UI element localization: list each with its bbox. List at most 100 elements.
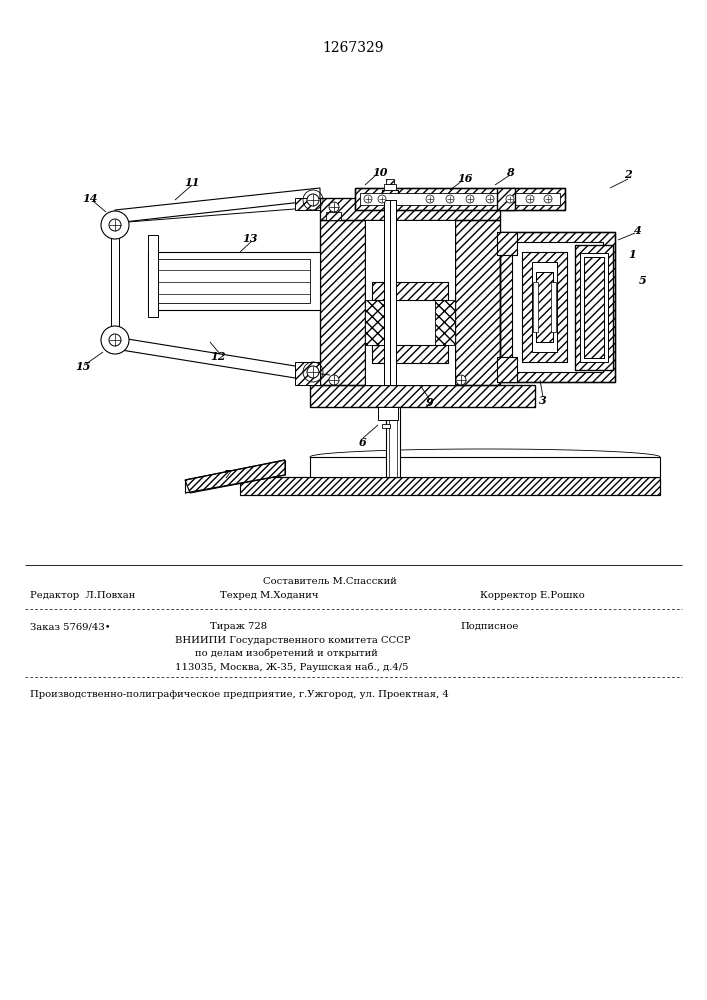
- Polygon shape: [115, 188, 320, 223]
- Circle shape: [364, 195, 372, 203]
- Bar: [326, 212, 341, 220]
- Bar: [584, 257, 604, 358]
- Text: Подписное: Подписное: [460, 622, 518, 631]
- Text: 7: 7: [224, 470, 232, 481]
- Bar: [533, 282, 538, 332]
- Circle shape: [544, 195, 552, 203]
- Polygon shape: [295, 198, 320, 210]
- Bar: [497, 188, 515, 210]
- Text: 9: 9: [426, 397, 434, 408]
- Bar: [551, 282, 556, 332]
- Circle shape: [101, 211, 129, 239]
- Bar: [512, 242, 603, 372]
- Polygon shape: [240, 477, 660, 495]
- Text: 10: 10: [373, 166, 387, 178]
- Bar: [455, 220, 500, 385]
- Bar: [310, 385, 535, 407]
- Text: 12: 12: [210, 352, 226, 362]
- Bar: [575, 245, 613, 370]
- Bar: [320, 220, 365, 385]
- Bar: [384, 200, 396, 385]
- Bar: [148, 259, 310, 303]
- Bar: [111, 225, 119, 340]
- Text: 5: 5: [639, 274, 647, 286]
- Text: по делам изобретений и открытий: по делам изобретений и открытий: [195, 649, 378, 658]
- Text: 6: 6: [359, 436, 367, 448]
- Text: 113035, Москва, Ж-35, Раушская наб., д.4/5: 113035, Москва, Ж-35, Раушская наб., д.4…: [175, 662, 409, 672]
- Bar: [372, 345, 448, 363]
- Bar: [372, 282, 448, 300]
- Circle shape: [307, 194, 319, 206]
- Bar: [497, 232, 517, 255]
- Circle shape: [426, 195, 434, 203]
- Bar: [372, 345, 448, 363]
- Text: Корректор Е.Рошко: Корректор Е.Рошко: [480, 591, 585, 600]
- Circle shape: [486, 195, 494, 203]
- Circle shape: [466, 195, 474, 203]
- Text: 1: 1: [628, 249, 636, 260]
- Bar: [382, 424, 390, 428]
- Text: 4: 4: [634, 225, 642, 235]
- Bar: [497, 188, 515, 210]
- Bar: [355, 188, 565, 210]
- Bar: [148, 252, 320, 310]
- Text: 11: 11: [185, 176, 200, 188]
- Text: 2: 2: [624, 169, 632, 180]
- Bar: [310, 457, 660, 477]
- Polygon shape: [295, 362, 320, 385]
- Circle shape: [329, 375, 339, 385]
- Bar: [532, 262, 557, 352]
- Bar: [536, 272, 553, 342]
- Bar: [500, 232, 615, 382]
- Bar: [575, 245, 613, 370]
- Circle shape: [526, 195, 534, 203]
- Text: 16: 16: [457, 172, 473, 184]
- Bar: [580, 253, 608, 362]
- Bar: [320, 220, 365, 385]
- Bar: [522, 252, 567, 362]
- Circle shape: [307, 366, 319, 378]
- Bar: [497, 232, 517, 255]
- Circle shape: [109, 219, 121, 231]
- Bar: [386, 407, 400, 477]
- Bar: [372, 282, 448, 300]
- Text: Тираж 728: Тираж 728: [210, 622, 267, 631]
- Bar: [386, 179, 394, 184]
- Text: Заказ 5769/43•: Заказ 5769/43•: [30, 622, 110, 631]
- Bar: [455, 220, 500, 385]
- Bar: [320, 198, 500, 220]
- Text: ВНИИПИ Государственного комитета СССР: ВНИИПИ Государственного комитета СССР: [175, 636, 411, 645]
- Text: 13: 13: [243, 232, 258, 243]
- Bar: [500, 232, 615, 382]
- Text: Производственно-полиграфическое предприятие, г.Ужгород, ул. Проектная, 4: Производственно-полиграфическое предприя…: [30, 690, 449, 699]
- Circle shape: [329, 202, 339, 212]
- Bar: [365, 300, 385, 345]
- Text: Составитель М.Спасский: Составитель М.Спасский: [263, 577, 397, 586]
- Bar: [355, 188, 565, 210]
- Bar: [522, 252, 567, 362]
- Circle shape: [506, 195, 514, 203]
- Bar: [584, 257, 604, 358]
- Circle shape: [101, 326, 129, 354]
- Bar: [365, 220, 455, 385]
- Bar: [536, 272, 553, 342]
- Circle shape: [446, 195, 454, 203]
- Circle shape: [378, 195, 386, 203]
- Bar: [435, 300, 455, 345]
- Text: 8: 8: [506, 166, 514, 178]
- Bar: [320, 198, 500, 220]
- Bar: [382, 190, 398, 200]
- Text: Редактор  Л.Повхан: Редактор Л.Повхан: [30, 591, 135, 600]
- Bar: [148, 235, 158, 317]
- Text: 15: 15: [75, 361, 90, 372]
- Bar: [497, 357, 517, 382]
- Bar: [382, 190, 398, 200]
- Text: Техред М.Ходанич: Техред М.Ходанич: [220, 591, 318, 600]
- Polygon shape: [115, 337, 320, 382]
- Text: 14: 14: [82, 192, 98, 204]
- Bar: [360, 193, 560, 205]
- Polygon shape: [185, 460, 285, 493]
- Text: 1267329: 1267329: [322, 41, 384, 55]
- Bar: [384, 184, 396, 190]
- Circle shape: [456, 375, 466, 385]
